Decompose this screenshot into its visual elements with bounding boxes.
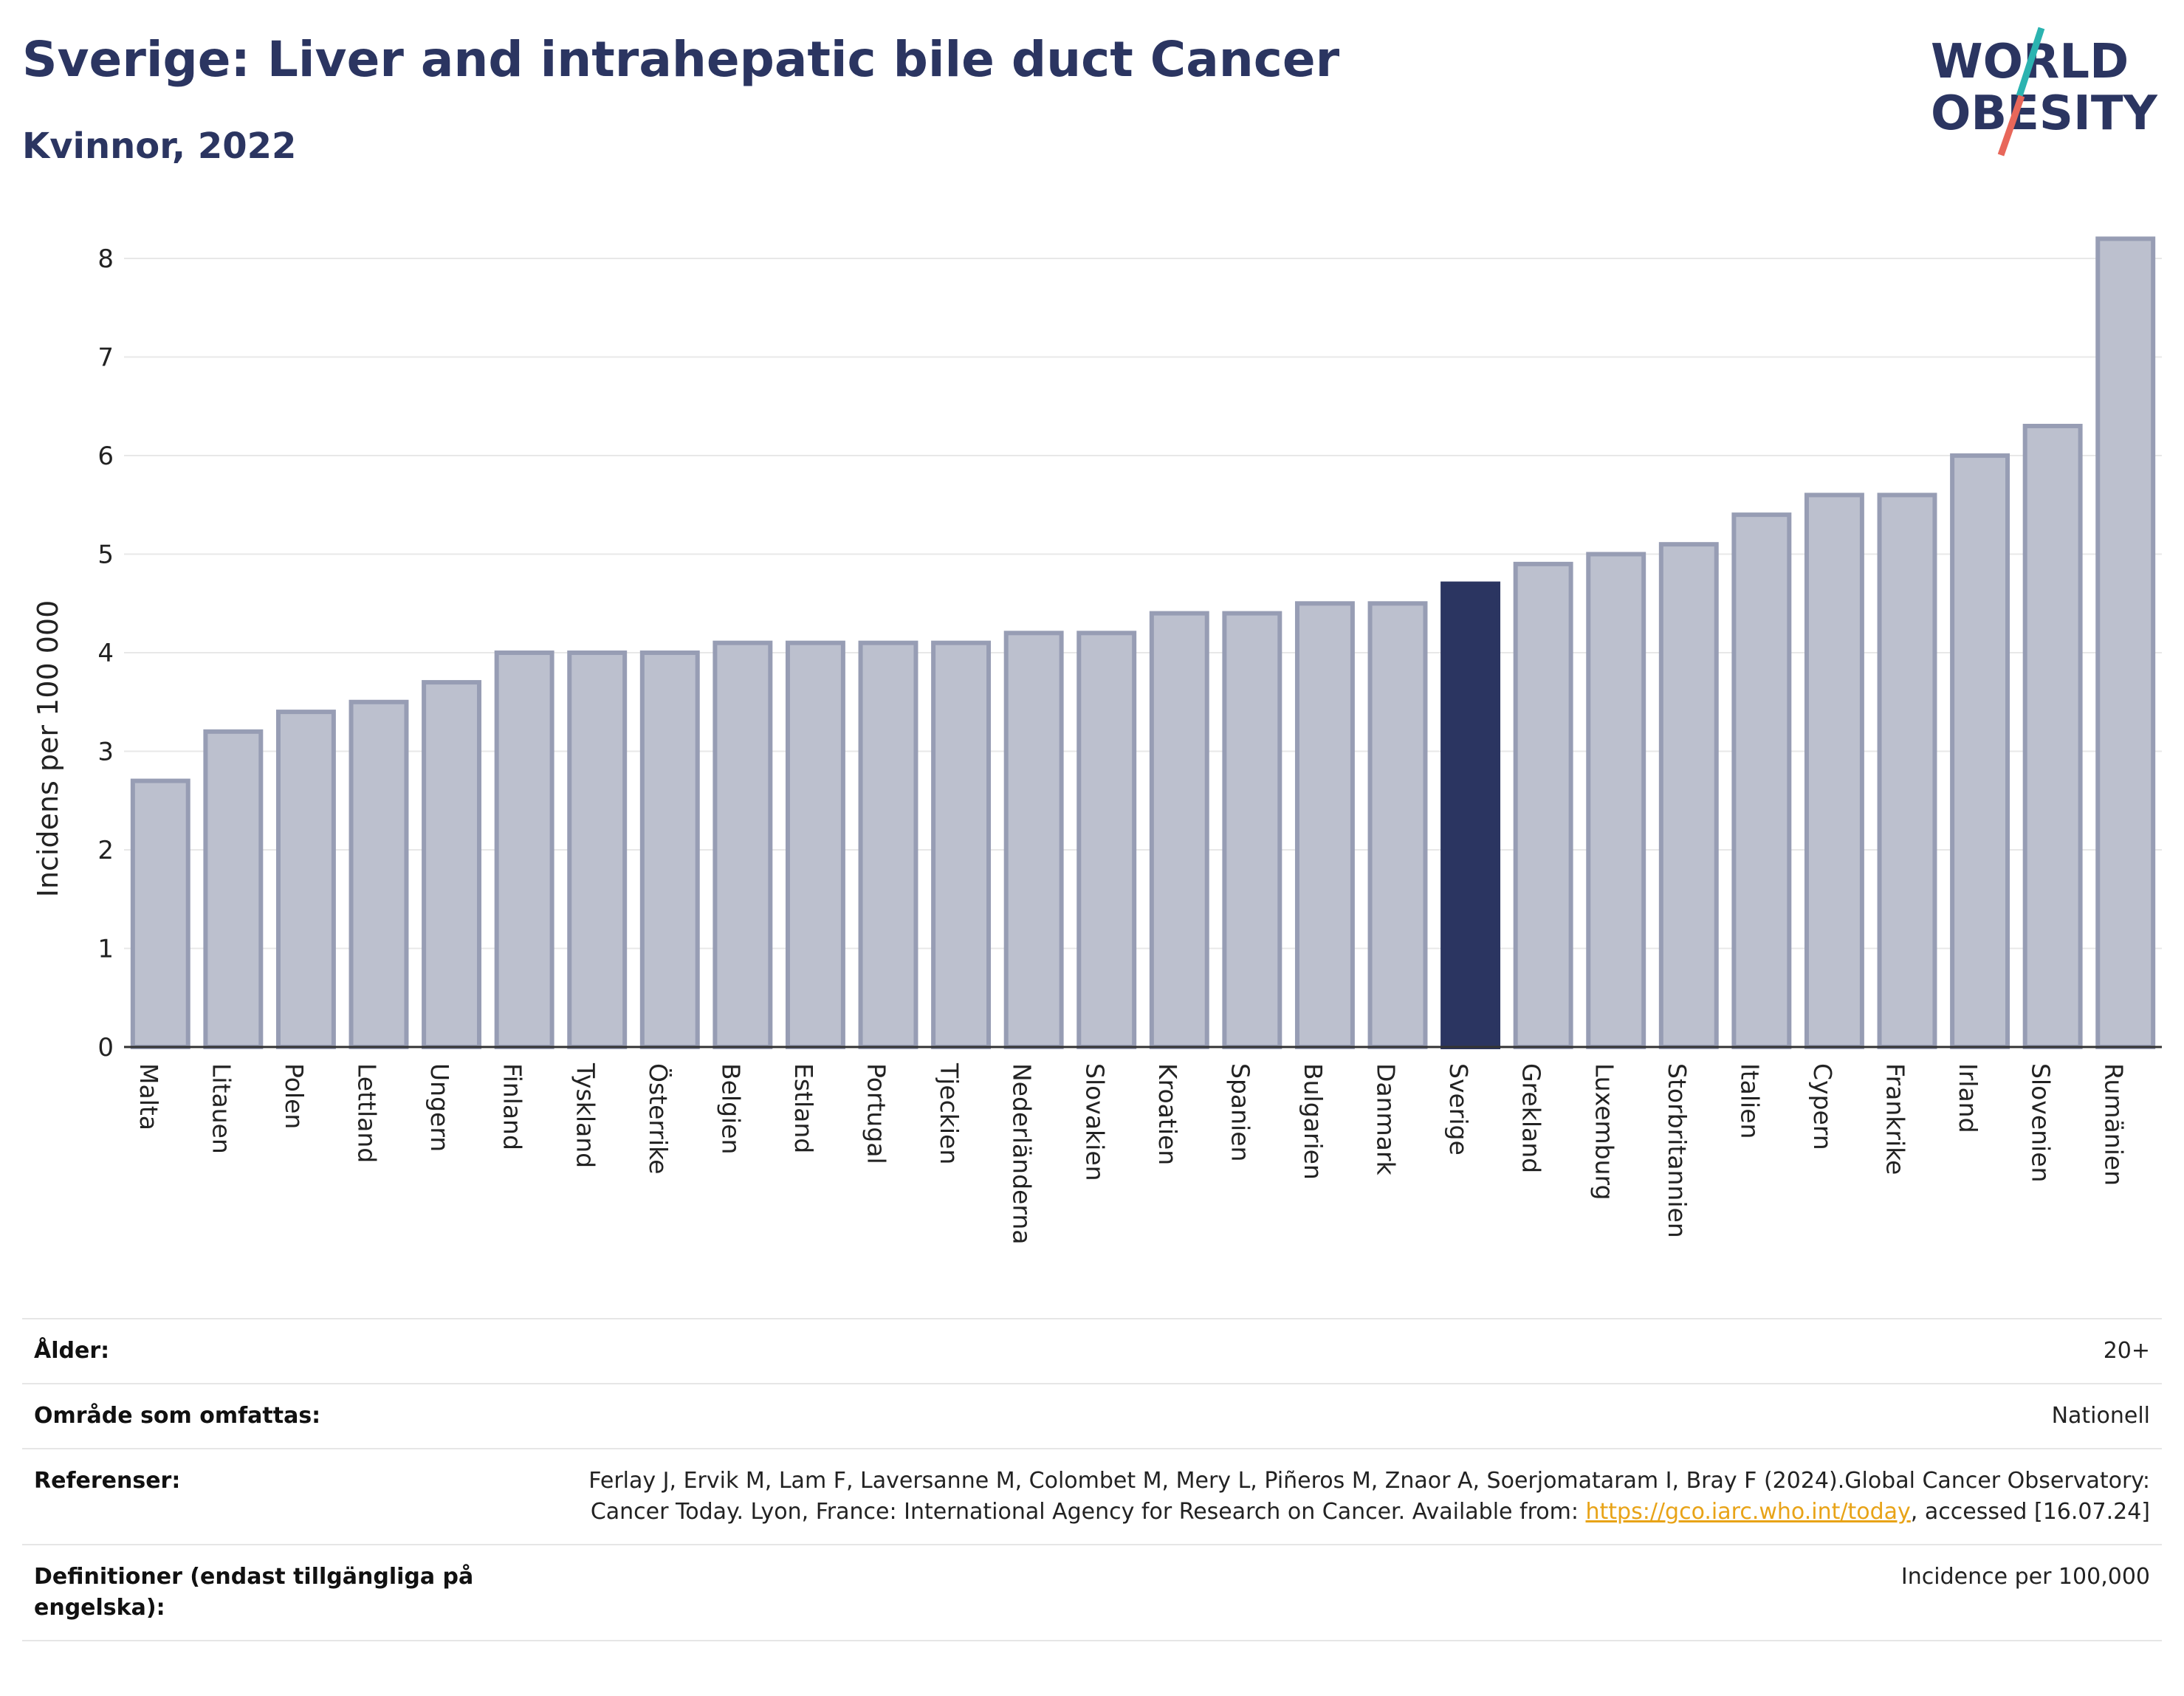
x-tick-label: Bulgarien — [1299, 1063, 1328, 1180]
y-tick-label: 5 — [97, 540, 114, 570]
bar-polen — [275, 710, 336, 1049]
y-tick-label: 2 — [97, 836, 114, 865]
bar-danmark — [1367, 601, 1428, 1049]
bar-lettland — [348, 699, 409, 1049]
bar-chart: 0 1 2 3 4 5 6 7 8 Malta Litauen Polen Lettland Unger… — [32, 236, 2162, 1245]
x-tick-label: Slovenien — [2027, 1063, 2056, 1182]
bar-estland — [785, 640, 845, 1049]
meta-row-definitions: Definitioner (endast tillgängliga på eng… — [22, 1544, 2162, 1641]
x-tick-label: Belgien — [716, 1063, 745, 1154]
x-tick-label: Danmark — [1372, 1063, 1401, 1175]
x-tick-label: Litauen — [207, 1063, 236, 1154]
y-tick-label: 0 — [97, 1033, 114, 1062]
bar-tjeckien — [931, 640, 992, 1049]
references-value: Ferlay J, Ervik M, Lam F, Laversanne M, … — [511, 1466, 2150, 1528]
bar-ungern — [422, 680, 482, 1049]
bar-tyskland — [567, 650, 628, 1049]
world-obesity-logo: WORLD OBESITY — [1931, 27, 2157, 157]
y-tick-labels: 0 1 2 3 4 5 6 7 8 — [97, 244, 114, 1062]
x-tick-label: Grekland — [1517, 1063, 1546, 1173]
x-tick-label: Sverige — [1444, 1063, 1473, 1156]
bar-irland — [1950, 453, 2010, 1049]
references-label: Referenser: — [34, 1468, 181, 1494]
bar-storbritannien — [1658, 542, 1719, 1049]
x-tick-label: Spanien — [1226, 1063, 1254, 1161]
y-tick-label: 3 — [97, 738, 114, 767]
bar-kroatien — [1149, 611, 1209, 1049]
x-tick-label: Tjeckien — [935, 1062, 964, 1164]
references-text: Ferlay J, Ervik M, Lam F, Laversanne M, … — [588, 1468, 2150, 1525]
y-tick-label: 7 — [97, 343, 114, 373]
bar-slovenien — [2022, 423, 2083, 1049]
definitions-value: Incidence per 100,000 — [1900, 1564, 2150, 1590]
meta-row-age: Ålder: 20+ — [22, 1318, 2162, 1383]
x-tick-label: Finland — [498, 1063, 527, 1150]
logo-slash-coral — [1997, 95, 2025, 157]
x-tick-label: Slovakien — [1080, 1063, 1109, 1181]
x-tick-label: Österrike — [644, 1063, 673, 1174]
area-value: Nationell — [2051, 1403, 2150, 1429]
age-value: 20+ — [2103, 1338, 2150, 1364]
x-tick-label: Frankrike — [1881, 1063, 1910, 1175]
bar-spanien — [1222, 611, 1282, 1049]
x-tick-label: Polen — [280, 1063, 309, 1129]
x-tick-label: Irland — [1954, 1063, 1982, 1133]
y-tick-label: 1 — [97, 935, 114, 964]
bar-nederländerna — [1003, 631, 1064, 1049]
bar-frankrike — [1877, 492, 1937, 1050]
y-axis-title: Incidens per 100 000 — [32, 600, 64, 898]
bars — [130, 236, 2156, 1050]
references-link[interactable]: https://gco.iarc.who.int/today — [1585, 1499, 1911, 1525]
x-tick-label: Kroatien — [1153, 1063, 1182, 1165]
x-tick-label: Lettland — [353, 1063, 382, 1163]
x-tick-label: Estland — [789, 1063, 818, 1153]
bar-litauen — [203, 729, 264, 1049]
bar-grekland — [1513, 561, 1573, 1049]
logo-slash-teal — [2016, 27, 2045, 97]
bar-luxemburg — [1586, 552, 1646, 1050]
meta-row-area: Område som omfattas: Nationell — [22, 1383, 2162, 1448]
x-tick-labels: Malta Litauen Polen Lettland Ungern Finland Ty… — [134, 1062, 2128, 1245]
definitions-label: Definitioner (endast tillgängliga på eng… — [34, 1564, 474, 1621]
metadata-table: Ålder: 20+ Område som omfattas: Nationel… — [22, 1318, 2162, 1641]
bar-rumänien — [2095, 236, 2156, 1050]
bar-cypern — [1804, 492, 1864, 1050]
x-tick-label: Nederländerna — [1008, 1063, 1037, 1245]
x-tick-label: Tyskland — [571, 1062, 600, 1168]
meta-row-references: Referenser: Ferlay J, Ervik M, Lam F, La… — [22, 1448, 2162, 1544]
chart-title: Sverige: Liver and intrahepatic bile duc… — [22, 31, 1340, 88]
chart-subtitle: Kvinnor, 2022 — [22, 126, 297, 167]
x-tick-label: Ungern — [425, 1063, 454, 1152]
x-tick-label: Storbritannien — [1663, 1063, 1692, 1238]
bar-slovakien — [1076, 631, 1137, 1049]
bar-italien — [1731, 512, 1792, 1050]
x-tick-label: Malta — [134, 1063, 163, 1130]
x-tick-label: Portugal — [862, 1063, 891, 1164]
bar-finland — [494, 650, 554, 1049]
y-tick-label: 4 — [97, 639, 114, 668]
bar-malta — [130, 778, 190, 1050]
y-tick-label: 6 — [97, 442, 114, 471]
x-tick-label: Cypern — [1808, 1063, 1837, 1150]
x-tick-label: Luxemburg — [1590, 1063, 1618, 1200]
x-tick-label: Italien — [1735, 1063, 1764, 1139]
references-accessed: , accessed [16.07.24] — [1910, 1499, 2150, 1525]
bar-belgien — [712, 640, 773, 1049]
age-label: Ålder: — [34, 1338, 110, 1364]
bar-portugal — [858, 640, 918, 1049]
area-label: Område som omfattas: — [34, 1403, 321, 1429]
bar-österrike — [639, 650, 700, 1049]
y-tick-label: 8 — [97, 244, 114, 274]
bar-sverige — [1440, 581, 1501, 1049]
x-tick-label: Rumänien — [2099, 1063, 2128, 1186]
logo-word-obesity: OBESITY — [1931, 86, 2157, 141]
bar-bulgarien — [1294, 601, 1355, 1049]
